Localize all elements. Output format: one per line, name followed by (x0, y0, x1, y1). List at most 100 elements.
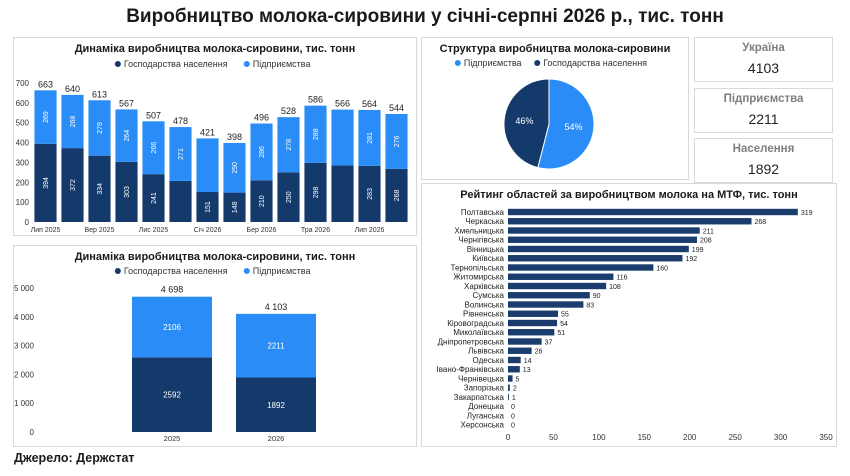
bar-households (61, 148, 84, 222)
monthly-chart: Динаміка виробництва молока-сировини, ти… (16, 43, 408, 234)
bar-value-label: 250 (232, 162, 239, 174)
y-tick-label: 600 (16, 99, 30, 108)
bar-total-label: 566 (335, 99, 350, 109)
region-label: Кіровоградська (447, 319, 504, 328)
bar-value-label: 268 (70, 116, 77, 128)
kpi-ukraine-card: Україна 4103 (694, 37, 833, 82)
legend-marker (114, 268, 121, 274)
region-label: Хмельницька (454, 226, 504, 235)
region-label: Донецька (468, 402, 504, 411)
bar-total-label: 4 698 (161, 285, 184, 295)
region-bar (508, 310, 558, 317)
region-bar (508, 366, 520, 373)
bar-value-label: 298 (313, 186, 320, 198)
region-value-label: 319 (801, 210, 813, 217)
legend-marker (243, 61, 250, 67)
pie-slice-enterprises (537, 78, 595, 170)
region-value-label: 1 (512, 395, 516, 402)
bar-households (34, 143, 57, 222)
structure-pie-chart: Структура виробництва молока-сировини Під… (440, 43, 670, 170)
region-value-label: 51 (557, 330, 565, 337)
region-label: Полтавська (461, 208, 505, 217)
x-tick-label: Січ 2026 (194, 226, 222, 234)
y-tick-label: 2 000 (14, 370, 35, 379)
x-tick-label: 350 (819, 433, 833, 442)
x-tick-label: 50 (549, 433, 558, 442)
x-tick-label: Тра 2026 (301, 227, 330, 234)
pie-value-label: 46% (515, 116, 533, 126)
region-bar (508, 273, 614, 280)
bar-households (115, 161, 138, 222)
bar-value-label: 394 (43, 177, 50, 189)
bar-total-label: 421 (200, 127, 215, 137)
y-tick-label: 5 000 (14, 284, 35, 293)
bar-households (385, 168, 408, 222)
chart-title: Динаміка виробництва молока-сировини, ти… (75, 251, 356, 263)
x-tick-label: 300 (774, 433, 788, 442)
x-tick-label: 0 (506, 433, 511, 442)
kpi-households-label: Населення (732, 143, 795, 155)
bar-households (196, 192, 219, 222)
bar-enterprises (250, 123, 273, 181)
region-value-label: 160 (656, 265, 668, 272)
bar-value-label: 276 (394, 135, 401, 147)
region-label: Тернопільська (451, 263, 505, 272)
legend-label: Господарства населення (124, 59, 228, 69)
legend-marker (534, 60, 541, 66)
pie-value-label: 54% (565, 122, 583, 132)
region-bar (508, 292, 590, 299)
x-tick-label: Лис 2025 (139, 227, 169, 234)
legend-label: Підприємства (253, 59, 311, 69)
region-value-label: 108 (609, 284, 621, 291)
region-value-label: 199 (692, 247, 704, 254)
region-label: Херсонська (461, 421, 505, 430)
region-label: Вінницька (467, 245, 505, 254)
pie-slice-households (503, 78, 550, 169)
bar-enterprises (61, 94, 84, 149)
bar-value-label: 2592 (163, 391, 181, 400)
region-label: Житомирська (453, 273, 504, 282)
bar-total-label: 544 (389, 103, 404, 113)
y-tick-label: 500 (16, 119, 30, 128)
source-note: Джерело: Держстат (14, 451, 135, 465)
region-label: Одеська (473, 356, 505, 365)
region-bar (508, 375, 513, 382)
region-value-label: 211 (703, 228, 714, 235)
bar-total-label: 478 (173, 116, 188, 126)
bar-households (142, 174, 165, 222)
bar-value-label: 241 (151, 192, 158, 204)
legend-label: Господарства населення (543, 58, 647, 68)
legend-label: Підприємства (253, 266, 311, 276)
region-bar (508, 301, 584, 308)
region-label: Закарпатська (454, 393, 505, 402)
annual-chart-panel: Динаміка виробництва молока-сировини, ти… (13, 245, 417, 447)
bar-enterprises (304, 105, 327, 163)
bar-value-label: 269 (43, 111, 50, 123)
bar-value-label: 278 (286, 139, 293, 151)
bar-total-label: 663 (38, 79, 53, 89)
region-label: Запорізька (464, 384, 505, 393)
bar-value-label: 288 (313, 128, 320, 140)
y-tick-label: 1 000 (14, 399, 35, 408)
x-tick-label: 200 (683, 433, 697, 442)
region-label: Волинська (465, 300, 505, 309)
bar-value-label: 151 (205, 201, 212, 213)
bar-households (304, 162, 327, 222)
region-bar (508, 393, 509, 401)
y-tick-label: 0 (25, 218, 30, 227)
legend-marker (243, 268, 250, 274)
legend-label: Господарства населення (124, 266, 228, 276)
legend-marker (114, 61, 121, 67)
x-tick-label: 2025 (164, 434, 181, 443)
region-label: Івано-Франківська (437, 365, 505, 374)
y-tick-label: 400 (16, 139, 30, 148)
bar-households (88, 155, 111, 222)
bar-total-label: 640 (65, 84, 80, 94)
region-value-label: 5 (516, 376, 520, 383)
bar-value-label: 250 (286, 191, 293, 203)
bar-total-label: 528 (281, 106, 296, 116)
region-label: Львівська (468, 347, 504, 356)
bar-value-label: 264 (124, 130, 131, 142)
region-value-label: 14 (524, 358, 532, 365)
bar-households (132, 357, 212, 432)
